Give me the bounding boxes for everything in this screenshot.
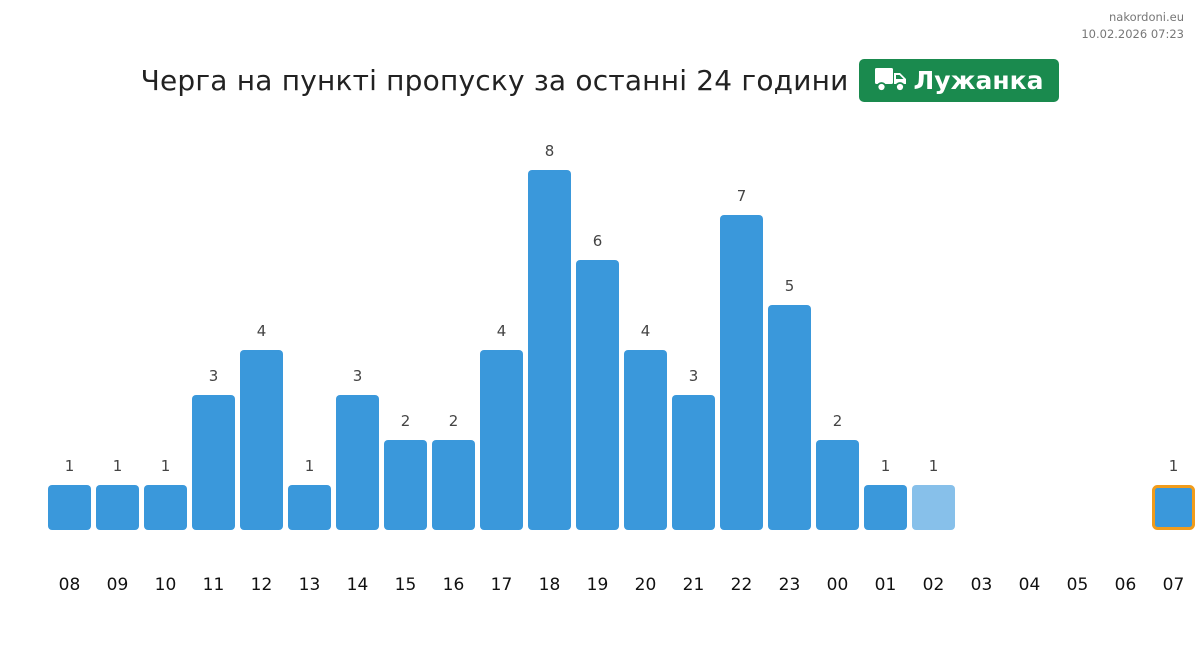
category-label-04: 04 xyxy=(1019,575,1041,595)
category-label-18: 18 xyxy=(539,575,561,595)
category-label-11: 11 xyxy=(203,575,225,595)
category-label-10: 10 xyxy=(155,575,177,595)
category-label-08: 08 xyxy=(59,575,81,595)
checkpoint-badge[interactable]: Лужанка xyxy=(858,58,1060,102)
bar-07[interactable] xyxy=(1152,485,1195,530)
value-label-16: 2 xyxy=(449,412,459,430)
category-label-17: 17 xyxy=(491,575,513,595)
title-row: Черга на пункті пропуску за останні 24 г… xyxy=(0,58,1200,102)
category-label-23: 23 xyxy=(779,575,801,595)
category-label-16: 16 xyxy=(443,575,465,595)
category-label-02: 02 xyxy=(923,575,945,595)
bar-15[interactable] xyxy=(384,440,427,530)
bar-08[interactable] xyxy=(48,485,91,530)
value-label-14: 3 xyxy=(353,367,363,385)
category-label-13: 13 xyxy=(299,575,321,595)
value-label-18: 8 xyxy=(545,142,555,160)
value-label-08: 1 xyxy=(65,457,75,475)
value-label-10: 1 xyxy=(161,457,171,475)
value-label-19: 6 xyxy=(593,232,603,250)
category-label-20: 20 xyxy=(635,575,657,595)
source-info: nakordoni.eu 10.02.2026 07:23 xyxy=(1081,9,1184,43)
bar-12[interactable] xyxy=(240,350,283,530)
bar-20[interactable] xyxy=(624,350,667,530)
bar-21[interactable] xyxy=(672,395,715,530)
value-label-21: 3 xyxy=(689,367,699,385)
category-label-07: 07 xyxy=(1163,575,1185,595)
category-label-06: 06 xyxy=(1115,575,1137,595)
category-label-19: 19 xyxy=(587,575,609,595)
category-label-21: 21 xyxy=(683,575,705,595)
value-label-02: 1 xyxy=(929,457,939,475)
category-label-01: 01 xyxy=(875,575,897,595)
bar-23[interactable] xyxy=(768,305,811,530)
category-label-05: 05 xyxy=(1067,575,1089,595)
value-label-20: 4 xyxy=(641,322,651,340)
bar-22[interactable] xyxy=(720,215,763,530)
bar-11[interactable] xyxy=(192,395,235,530)
source-timestamp: 10.02.2026 07:23 xyxy=(1081,27,1184,41)
category-label-12: 12 xyxy=(251,575,273,595)
value-label-12: 4 xyxy=(257,322,267,340)
bar-01[interactable] xyxy=(864,485,907,530)
bar-10[interactable] xyxy=(144,485,187,530)
bar-18[interactable] xyxy=(528,170,571,530)
value-label-09: 1 xyxy=(113,457,123,475)
bar-17[interactable] xyxy=(480,350,523,530)
value-label-00: 2 xyxy=(833,412,843,430)
value-label-13: 1 xyxy=(305,457,315,475)
bar-02[interactable] xyxy=(912,485,955,530)
checkpoint-name: Лужанка xyxy=(913,65,1044,95)
category-label-09: 09 xyxy=(107,575,129,595)
value-label-23: 5 xyxy=(785,277,795,295)
bar-13[interactable] xyxy=(288,485,331,530)
chart-title: Черга на пункті пропуску за останні 24 г… xyxy=(140,63,849,97)
value-label-01: 1 xyxy=(881,457,891,475)
category-label-00: 00 xyxy=(827,575,849,595)
category-label-14: 14 xyxy=(347,575,369,595)
value-label-07: 1 xyxy=(1169,457,1179,475)
value-label-15: 2 xyxy=(401,412,411,430)
bar-19[interactable] xyxy=(576,260,619,530)
truck-icon xyxy=(874,67,907,93)
bar-14[interactable] xyxy=(336,395,379,530)
category-label-15: 15 xyxy=(395,575,417,595)
value-label-11: 3 xyxy=(209,367,219,385)
category-label-22: 22 xyxy=(731,575,753,595)
value-label-17: 4 xyxy=(497,322,507,340)
bar-00[interactable] xyxy=(816,440,859,530)
value-label-22: 7 xyxy=(737,187,747,205)
bar-09[interactable] xyxy=(96,485,139,530)
category-label-03: 03 xyxy=(971,575,993,595)
bar-16[interactable] xyxy=(432,440,475,530)
source-site: nakordoni.eu xyxy=(1109,10,1184,24)
